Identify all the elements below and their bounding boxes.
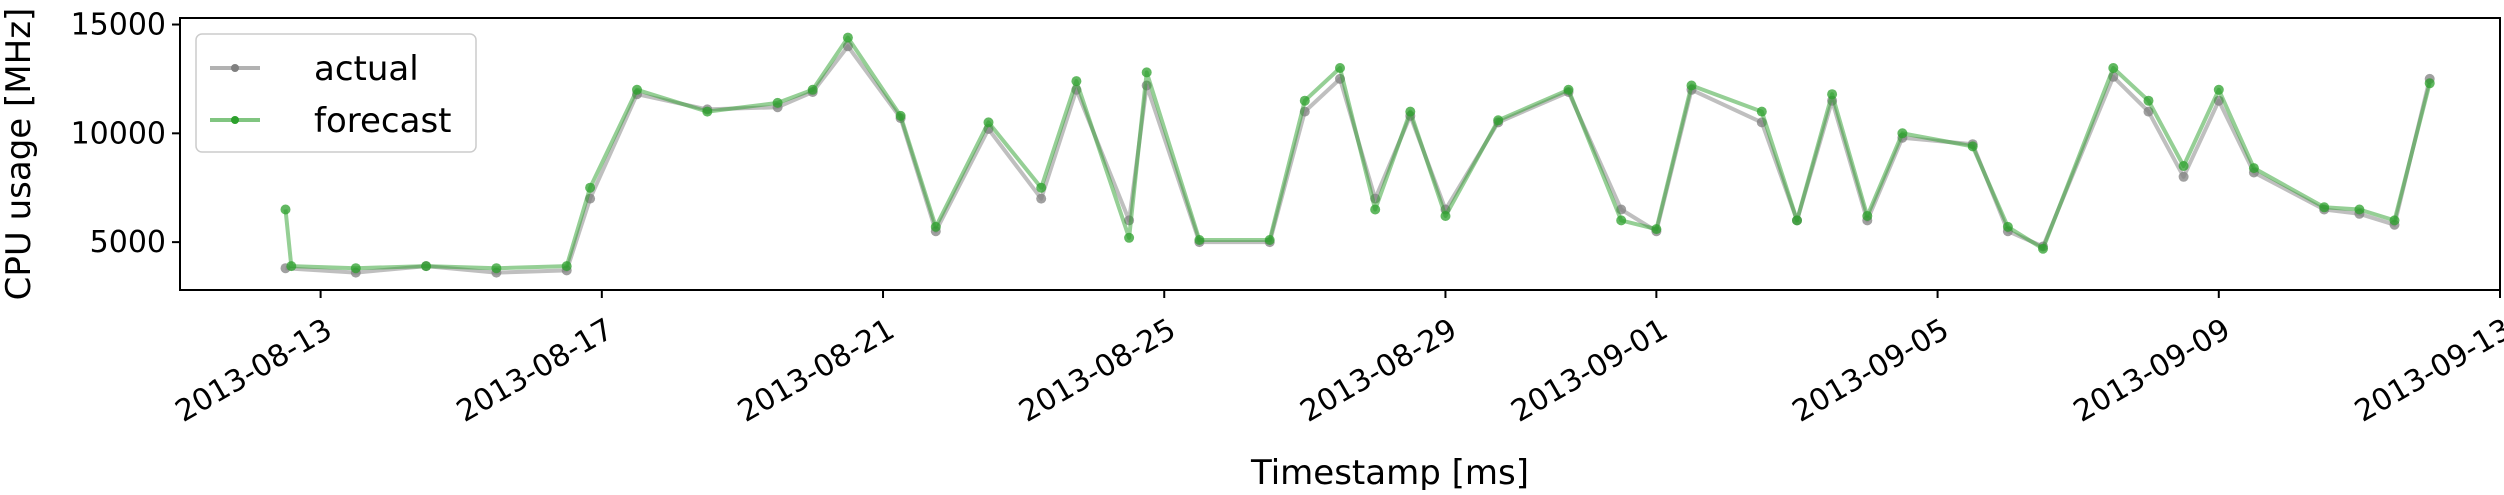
- data-point-forecast: [585, 182, 596, 193]
- data-point-forecast: [632, 84, 642, 95]
- x-axis-ticks: 2013-08-13 2013-08-17 2013-08-21 2013-08-25…: [170, 290, 2504, 429]
- legend-label-actual: actual: [314, 49, 419, 89]
- data-point-forecast: [1141, 67, 1152, 78]
- data-point-forecast: [1405, 106, 1416, 117]
- data-point-forecast: [930, 221, 941, 232]
- data-point-forecast: [1686, 80, 1697, 91]
- data-point-forecast: [842, 32, 853, 43]
- data-point-forecast: [702, 106, 713, 117]
- data-point-forecast: [2424, 78, 2435, 89]
- plot-series-area: [280, 32, 2435, 278]
- x-tick-label: 2013-09-13: [2349, 312, 2504, 429]
- legend-entry-actual: actual: [210, 49, 419, 89]
- data-point-forecast: [2354, 204, 2365, 215]
- series-points-forecast: [280, 32, 2435, 274]
- data-point-forecast: [421, 261, 432, 272]
- data-point-forecast: [1124, 232, 1135, 243]
- data-point-forecast: [1071, 76, 1082, 87]
- legend-entry-forecast: forecast: [210, 101, 452, 141]
- data-point-forecast: [2178, 161, 2189, 171]
- legend-marker-forecast: [231, 116, 239, 124]
- y-axis-ticks: 5000 10000 15000: [71, 8, 180, 260]
- y-axis-label: CPU usage [MHz]: [0, 8, 39, 301]
- data-point-forecast: [1370, 204, 1381, 215]
- data-point-forecast: [1756, 106, 1767, 117]
- data-point-forecast: [561, 261, 572, 272]
- data-point-forecast: [2389, 215, 2400, 226]
- x-tick-label: 2013-08-13: [170, 312, 338, 429]
- legend-label-forecast: forecast: [314, 101, 452, 141]
- x-tick-label: 2013-09-01: [1505, 312, 1673, 429]
- data-point-forecast: [1563, 84, 1574, 95]
- data-point-forecast: [1194, 235, 1205, 245]
- data-point-forecast: [1616, 215, 1627, 226]
- data-point-forecast: [1967, 141, 1978, 152]
- data-point-forecast: [2319, 202, 2330, 213]
- y-tick-label: 15000: [71, 8, 166, 43]
- data-point-forecast: [2108, 63, 2119, 73]
- data-point-forecast: [1335, 63, 1345, 73]
- y-tick-label: 5000: [90, 225, 166, 260]
- x-tick-label: 2013-08-25: [1013, 312, 1181, 429]
- legend: actual forecast: [195, 33, 477, 153]
- data-point-forecast: [1440, 211, 1451, 221]
- data-point-forecast: [1036, 182, 1047, 193]
- data-point-forecast: [807, 84, 818, 95]
- data-point-forecast: [2143, 95, 2154, 106]
- data-point-forecast: [983, 117, 994, 128]
- y-tick-label: 10000: [71, 116, 166, 151]
- data-point-forecast: [1792, 215, 1802, 226]
- data-point-forecast: [280, 204, 291, 215]
- x-axis-label: Timestamp [ms]: [1250, 453, 1529, 490]
- x-tick-label: 2013-08-29: [1294, 312, 1462, 429]
- data-point-actual: [1036, 193, 1047, 204]
- data-point-forecast: [1827, 89, 1838, 100]
- x-tick-label: 2013-09-05: [1787, 312, 1955, 429]
- data-point-forecast: [2248, 163, 2259, 174]
- data-point-forecast: [491, 263, 502, 274]
- data-point-forecast: [350, 263, 361, 274]
- data-point-forecast: [2213, 84, 2224, 95]
- data-point-forecast: [1862, 211, 1873, 221]
- data-point-forecast: [2038, 243, 2048, 254]
- data-point-actual: [2178, 171, 2189, 182]
- data-point-forecast: [772, 97, 783, 108]
- data-point-forecast: [1651, 224, 1662, 235]
- data-point-forecast: [1897, 128, 1908, 139]
- legend-marker-actual: [231, 64, 239, 72]
- data-point-forecast: [2002, 221, 2013, 232]
- data-point-forecast: [1493, 115, 1504, 126]
- series-line-forecast: [283, 35, 2432, 271]
- data-point-forecast: [895, 110, 906, 121]
- data-point-forecast: [286, 261, 297, 272]
- plot-frame: [179, 17, 2501, 291]
- x-tick-label: 2013-08-21: [732, 312, 900, 429]
- data-point-forecast: [1264, 235, 1275, 245]
- x-tick-label: 2013-08-17: [451, 312, 619, 429]
- x-tick-label: 2013-09-09: [2068, 312, 2236, 429]
- legend-box: [195, 33, 477, 153]
- data-point-forecast: [1299, 95, 1310, 106]
